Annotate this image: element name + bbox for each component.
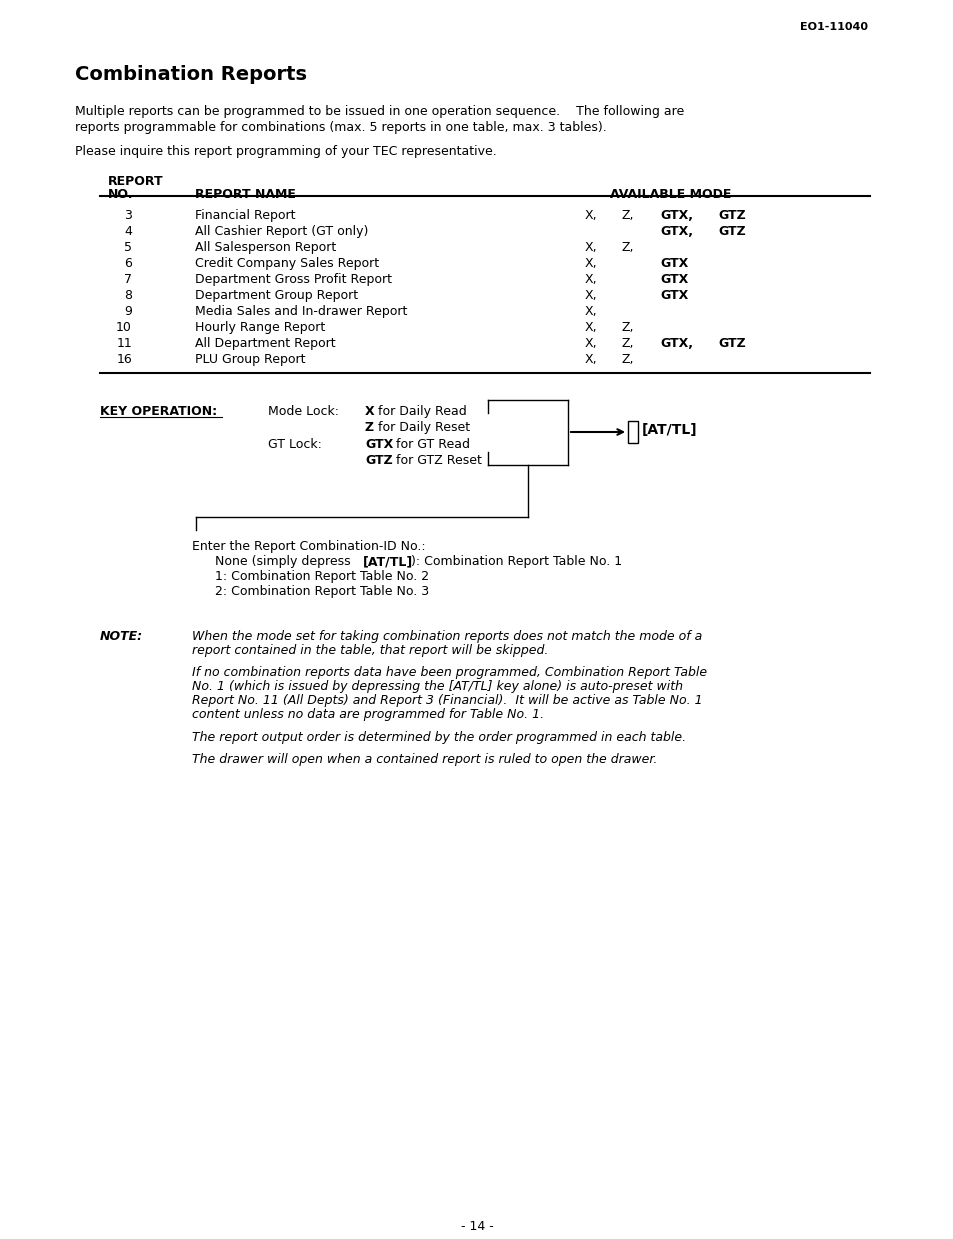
Text: X,: X,	[584, 256, 597, 270]
Text: All Department Report: All Department Report	[194, 337, 335, 349]
Text: 7: 7	[124, 273, 132, 286]
Text: GT Lock:: GT Lock:	[268, 439, 321, 451]
Text: for GT Read: for GT Read	[392, 439, 470, 451]
Text: GTZ: GTZ	[718, 225, 745, 238]
Text: Mode Lock:: Mode Lock:	[268, 405, 338, 418]
Text: Z,: Z,	[621, 209, 634, 222]
Text: All Cashier Report (GT only): All Cashier Report (GT only)	[194, 225, 368, 238]
Text: Z,: Z,	[621, 242, 634, 254]
Text: X,: X,	[584, 353, 597, 366]
Text: 10: 10	[116, 321, 132, 335]
Text: NO.: NO.	[108, 188, 133, 201]
Text: KEY OPERATION:: KEY OPERATION:	[100, 405, 217, 418]
Text: GTX: GTX	[659, 289, 687, 302]
Text: 5: 5	[124, 242, 132, 254]
Text: GTZ: GTZ	[365, 453, 393, 467]
Text: GTX,: GTX,	[659, 337, 692, 349]
Text: - 14 -: - 14 -	[460, 1220, 493, 1233]
Bar	[627, 421, 638, 444]
Text: GTX: GTX	[365, 439, 393, 451]
Text: Enter the Report Combination-ID No.:: Enter the Report Combination-ID No.:	[192, 540, 425, 553]
Text: All Salesperson Report: All Salesperson Report	[194, 242, 335, 254]
Text: 6: 6	[124, 256, 132, 270]
Text: None (simply depress: None (simply depress	[214, 555, 355, 567]
Text: X,: X,	[584, 305, 597, 318]
Text: Multiple reports can be programmed to be issued in one operation sequence.    Th: Multiple reports can be programmed to be…	[75, 105, 683, 118]
Text: for Daily Read: for Daily Read	[374, 405, 466, 418]
Text: Hourly Range Report: Hourly Range Report	[194, 321, 325, 335]
Text: X,: X,	[584, 337, 597, 349]
Text: 11: 11	[116, 337, 132, 349]
Text: Combination Reports: Combination Reports	[75, 64, 307, 84]
Text: When the mode set for taking combination reports does not match the mode of a: When the mode set for taking combination…	[192, 629, 701, 643]
Text: content unless no data are programmed for Table No. 1.: content unless no data are programmed fo…	[192, 707, 543, 721]
Text: 16: 16	[116, 353, 132, 366]
Text: If no combination reports data have been programmed, Combination Report Table: If no combination reports data have been…	[192, 667, 706, 679]
Text: for Daily Reset: for Daily Reset	[374, 421, 470, 434]
Text: NOTE:: NOTE:	[100, 629, 143, 643]
Text: The report output order is determined by the order programmed in each table.: The report output order is determined by…	[192, 731, 685, 743]
Text: REPORT NAME: REPORT NAME	[194, 188, 295, 201]
Text: Z,: Z,	[621, 353, 634, 366]
Text: reports programmable for combinations (max. 5 reports in one table, max. 3 table: reports programmable for combinations (m…	[75, 121, 606, 134]
Text: 2: Combination Report Table No. 3: 2: Combination Report Table No. 3	[214, 585, 429, 598]
Text: X,: X,	[584, 242, 597, 254]
Text: report contained in the table, that report will be skipped.: report contained in the table, that repo…	[192, 644, 548, 657]
Text: AVAILABLE MODE: AVAILABLE MODE	[609, 188, 731, 201]
Text: 8: 8	[124, 289, 132, 302]
Text: GTX: GTX	[659, 256, 687, 270]
Text: GTX,: GTX,	[659, 225, 692, 238]
Text: 3: 3	[124, 209, 132, 222]
Text: 1: Combination Report Table No. 2: 1: Combination Report Table No. 2	[214, 570, 429, 584]
Text: X,: X,	[584, 209, 597, 222]
Text: REPORT: REPORT	[108, 175, 164, 188]
Text: X,: X,	[584, 321, 597, 335]
Text: GTX,: GTX,	[659, 209, 692, 222]
Text: PLU Group Report: PLU Group Report	[194, 353, 305, 366]
Text: Media Sales and In-drawer Report: Media Sales and In-drawer Report	[194, 305, 407, 318]
Text: Z,: Z,	[621, 337, 634, 349]
Text: Credit Company Sales Report: Credit Company Sales Report	[194, 256, 378, 270]
Text: Financial Report: Financial Report	[194, 209, 295, 222]
Text: EO1-11040: EO1-11040	[800, 22, 867, 32]
Text: [AT/TL]: [AT/TL]	[363, 555, 413, 567]
Text: Please inquire this report programming of your TEC representative.: Please inquire this report programming o…	[75, 145, 497, 159]
Text: Department Gross Profit Report: Department Gross Profit Report	[194, 273, 392, 286]
Text: GTZ: GTZ	[718, 337, 745, 349]
Text: [AT/TL]: [AT/TL]	[641, 422, 697, 437]
Text: The drawer will open when a contained report is ruled to open the drawer.: The drawer will open when a contained re…	[192, 753, 657, 766]
Text: X,: X,	[584, 273, 597, 286]
Text: GTZ: GTZ	[718, 209, 745, 222]
Text: X: X	[365, 405, 375, 418]
Text: Department Group Report: Department Group Report	[194, 289, 357, 302]
Text: ): Combination Report Table No. 1: ): Combination Report Table No. 1	[411, 555, 621, 567]
Text: No. 1 (which is issued by depressing the [AT/TL] key alone) is auto-preset with: No. 1 (which is issued by depressing the…	[192, 680, 682, 693]
Text: GTX: GTX	[659, 273, 687, 286]
Text: Z: Z	[365, 421, 374, 434]
Text: Report No. 11 (All Depts) and Report 3 (Financial).  It will be active as Table : Report No. 11 (All Depts) and Report 3 (…	[192, 694, 702, 707]
Text: 9: 9	[124, 305, 132, 318]
Text: 4: 4	[124, 225, 132, 238]
Text: Z,: Z,	[621, 321, 634, 335]
Text: for GTZ Reset: for GTZ Reset	[392, 453, 481, 467]
Text: X,: X,	[584, 289, 597, 302]
